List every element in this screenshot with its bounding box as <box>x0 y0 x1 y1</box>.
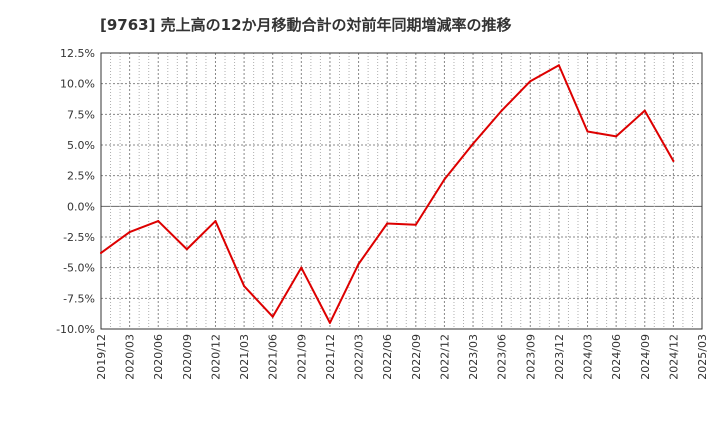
data-point <box>472 142 475 145</box>
x-tick-label: 2020/12 <box>209 334 222 380</box>
x-tick-label: 2021/09 <box>295 334 308 380</box>
x-tick-label: 2021/03 <box>238 334 251 380</box>
data-point <box>557 64 560 67</box>
data-point <box>157 220 160 223</box>
y-tick-label: -10.0% <box>56 323 95 336</box>
y-tick-label: 10.0% <box>60 78 95 91</box>
x-tick-label: 2019/12 <box>95 334 108 380</box>
axis-layer <box>100 52 703 330</box>
data-point <box>243 285 246 288</box>
x-tick-label: 2022/06 <box>381 334 394 380</box>
x-tick-label: 2024/12 <box>667 334 680 380</box>
y-tick-label: 0.0% <box>67 200 95 213</box>
data-point <box>300 266 303 269</box>
plot-background <box>101 53 702 329</box>
data-point <box>185 248 188 251</box>
data-point <box>615 135 618 138</box>
x-tick-label: 2023/12 <box>553 334 566 380</box>
data-point <box>128 231 131 234</box>
x-tick-label: 2024/03 <box>582 334 595 380</box>
y-tick-label: -2.5% <box>63 231 95 244</box>
x-tick-label: 2025/03 <box>696 334 709 380</box>
x-tick-label: 2024/06 <box>610 334 623 380</box>
x-tick-label: 2021/12 <box>324 334 337 380</box>
data-point <box>214 220 217 223</box>
data-point <box>643 109 646 112</box>
chart-title: [9763] 売上高の12か月移動合計の対前年同期増減率の推移 <box>100 16 512 34</box>
data-point <box>357 262 360 265</box>
data-point <box>500 109 503 112</box>
x-tick-label: 2024/09 <box>639 334 652 380</box>
grid-layer <box>101 53 702 329</box>
data-point <box>386 222 389 225</box>
x-tick-label: 2023/06 <box>496 334 509 380</box>
y-tick-labels: 12.5% 10.0% 7.5% 5.0% 2.5% 0.0% -2.5% -5.0% -7.5… <box>56 47 95 336</box>
x-tick-labels: 2019/12 2020/03 2020/06 2020/09 2020/12 2021/… <box>95 334 709 380</box>
y-tick-label: -7.5% <box>63 292 95 305</box>
data-point <box>529 80 532 83</box>
x-tick-label: 2021/06 <box>267 334 280 380</box>
x-tick-label: 2022/03 <box>353 334 366 380</box>
x-tick-label: 2023/09 <box>524 334 537 380</box>
y-tick-label: 5.0% <box>67 139 95 152</box>
data-point <box>271 315 274 318</box>
y-tick-label: 7.5% <box>67 108 95 121</box>
data-point <box>586 130 589 133</box>
x-tick-label: 2023/03 <box>467 334 480 380</box>
data-point <box>672 159 675 162</box>
data-point <box>443 178 446 181</box>
y-tick-label: 12.5% <box>60 47 95 60</box>
plot-frame <box>100 52 703 330</box>
data-point <box>328 321 331 324</box>
x-tick-label: 2020/03 <box>124 334 137 380</box>
x-tick-label: 2022/12 <box>438 334 451 380</box>
series-layer <box>100 64 675 324</box>
x-tick-label: 2022/09 <box>410 334 423 380</box>
data-point <box>414 223 417 226</box>
x-tick-label: 2020/06 <box>152 334 165 380</box>
y-tick-label: -5.0% <box>63 262 95 275</box>
y-tick-label: 2.5% <box>67 170 95 183</box>
data-point <box>100 251 102 254</box>
x-tick-label: 2020/09 <box>181 334 194 380</box>
